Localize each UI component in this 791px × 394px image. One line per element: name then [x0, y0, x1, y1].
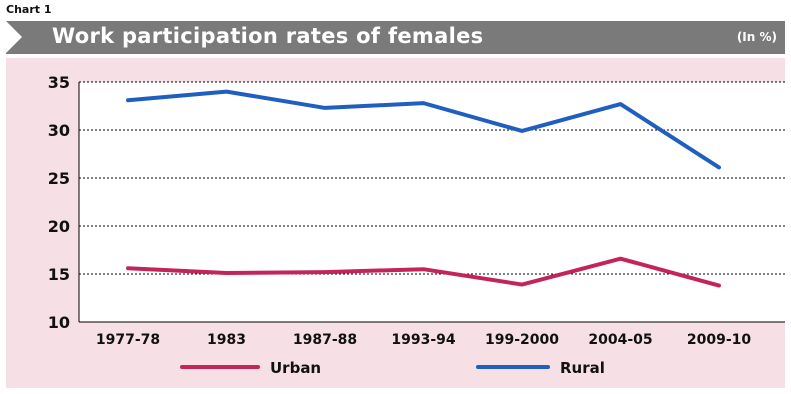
title-bar: Work participation rates of females (In …: [6, 21, 785, 54]
legend-label-urban: Urban: [270, 359, 321, 377]
y-tick-label: 35: [48, 73, 70, 92]
plot-area: [79, 82, 785, 322]
title-arrow-icon: [6, 21, 22, 53]
x-tick-label: 2009-10: [687, 332, 752, 348]
x-tick-label: 1983: [207, 332, 246, 348]
x-tick-label: 1977-78: [96, 332, 160, 348]
x-tick-label: 1993-94: [391, 332, 456, 348]
y-tick-label: 30: [48, 121, 70, 140]
x-tick-label: 2004-05: [588, 332, 652, 348]
chart-number-label: Chart 1: [6, 3, 52, 16]
x-tick-label: 1987-88: [293, 332, 357, 348]
y-tick-label: 10: [48, 313, 70, 332]
legend-label-rural: Rural: [560, 359, 605, 377]
y-tick-label: 20: [48, 217, 70, 236]
y-tick-label: 15: [48, 265, 70, 284]
x-tick-label: 199-2000: [485, 332, 559, 348]
unit-label: (In %): [736, 30, 777, 44]
y-tick-label: 25: [48, 169, 70, 188]
chart-title: Work participation rates of females: [52, 24, 484, 48]
